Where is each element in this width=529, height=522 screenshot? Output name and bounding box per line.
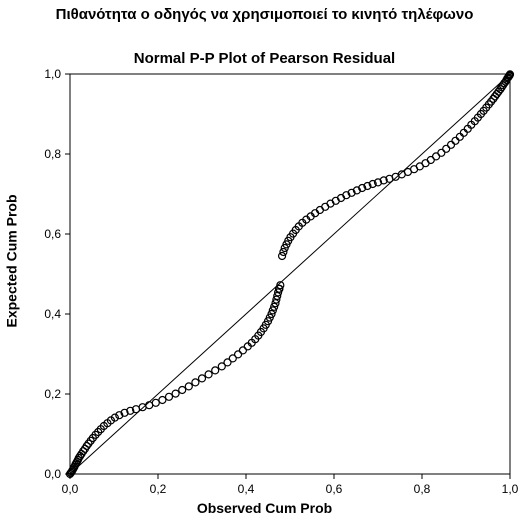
svg-text:0,8: 0,8 bbox=[414, 482, 431, 496]
plot-area: 0,00,20,40,60,81,00,00,20,40,60,81,0 bbox=[70, 74, 510, 474]
svg-text:0,2: 0,2 bbox=[44, 387, 61, 401]
svg-text:0,4: 0,4 bbox=[238, 482, 255, 496]
chart-super-title: Πιθανότητα ο οδηγός να χρησιμοποιεί το κ… bbox=[0, 6, 529, 23]
y-axis-label: Expected Cum Prob bbox=[0, 0, 24, 522]
svg-text:1,0: 1,0 bbox=[502, 482, 519, 496]
svg-text:1,0: 1,0 bbox=[44, 67, 61, 81]
y-axis-label-text: Expected Cum Prob bbox=[4, 194, 20, 327]
svg-text:0,8: 0,8 bbox=[44, 147, 61, 161]
chart-sub-title: Normal P-P Plot of Pearson Residual bbox=[0, 50, 529, 67]
svg-text:0,2: 0,2 bbox=[150, 482, 167, 496]
pp-plot-container: Πιθανότητα ο οδηγός να χρησιμοποιεί το κ… bbox=[0, 0, 529, 522]
x-axis-label: Observed Cum Prob bbox=[0, 500, 529, 516]
svg-text:0,4: 0,4 bbox=[44, 307, 61, 321]
svg-text:0,6: 0,6 bbox=[44, 227, 61, 241]
svg-text:0,0: 0,0 bbox=[44, 467, 61, 481]
svg-text:0,0: 0,0 bbox=[62, 482, 79, 496]
svg-text:0,6: 0,6 bbox=[326, 482, 343, 496]
plot-svg: 0,00,20,40,60,81,00,00,20,40,60,81,0 bbox=[70, 74, 510, 474]
